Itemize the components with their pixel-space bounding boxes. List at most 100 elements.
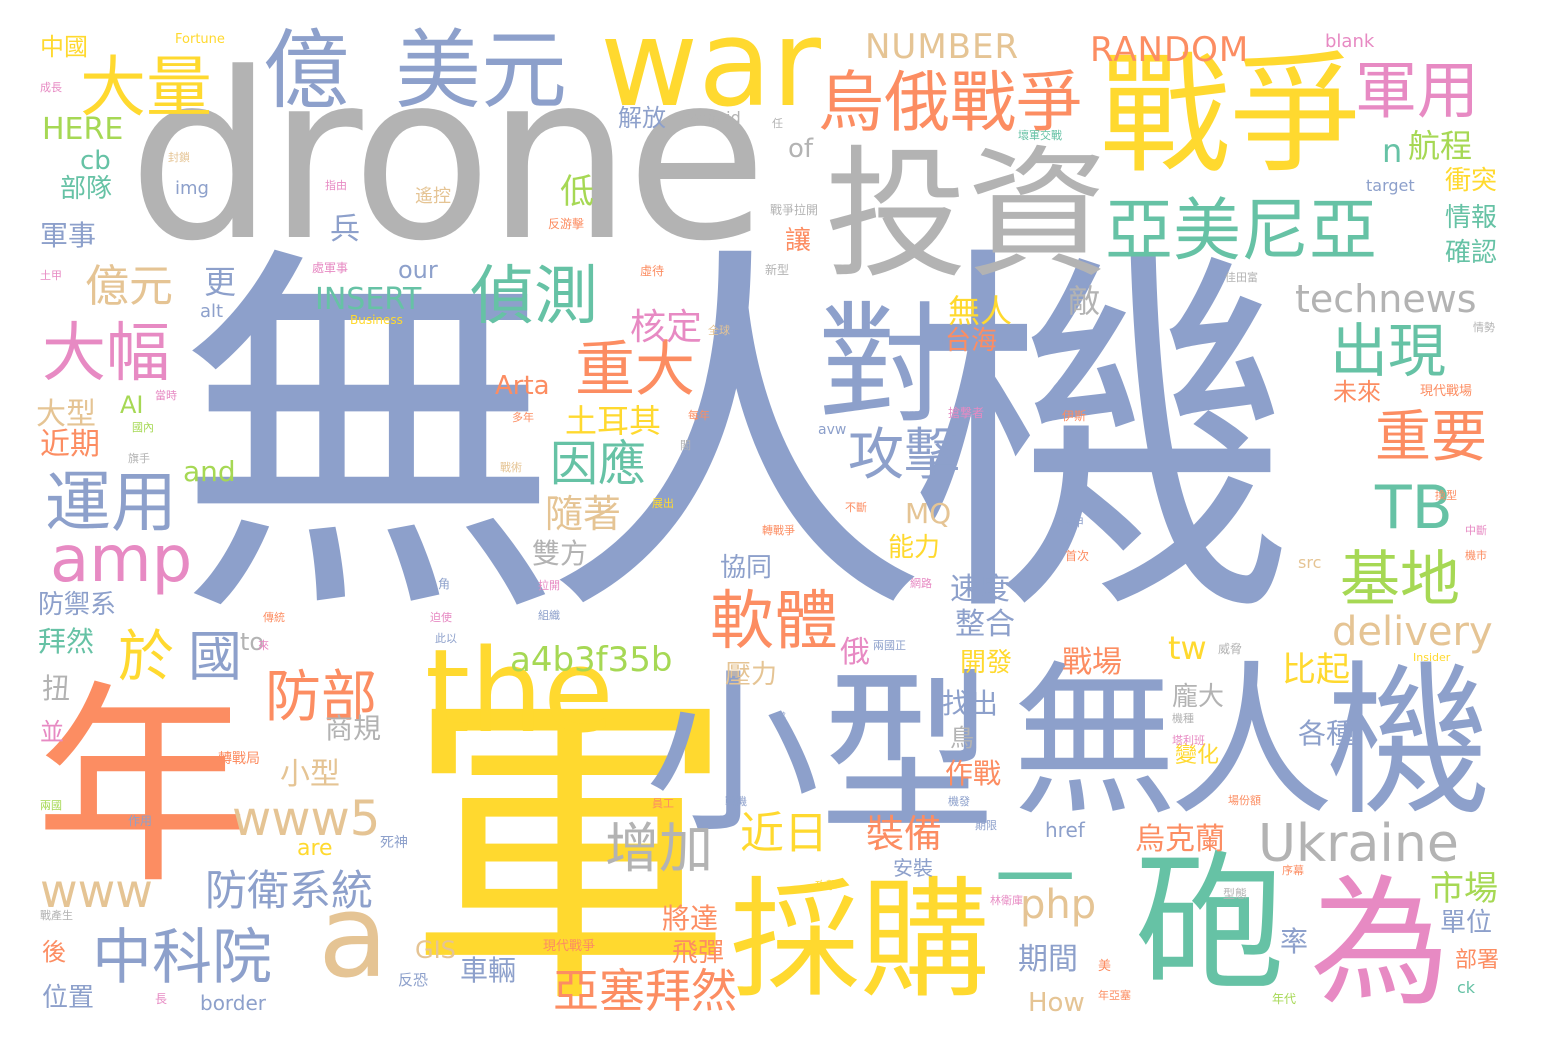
word: 中科院	[92, 923, 272, 993]
word: 亞塞拜然	[553, 964, 737, 1018]
word: drone	[128, 25, 767, 292]
word: 龐大	[1172, 682, 1225, 712]
word: 來	[258, 639, 269, 652]
word: 封鎖	[168, 151, 190, 164]
word: 防衛系統	[205, 866, 374, 915]
word: 中斷	[1465, 524, 1487, 537]
word: 新型	[765, 263, 790, 277]
word: 攻擊	[815, 879, 837, 892]
word: 並	[40, 718, 64, 746]
word: 軍事	[40, 219, 97, 252]
word: 烏克蘭	[1135, 822, 1225, 857]
word: 搶撃者	[948, 406, 985, 420]
word: Fortune	[175, 32, 225, 47]
word: How	[1028, 988, 1085, 1018]
word: 土耳其	[565, 402, 662, 440]
word: 亞美尼亞	[1105, 192, 1378, 271]
word: 全球	[708, 324, 730, 337]
word: 兩國正	[873, 639, 906, 652]
word: border	[200, 991, 267, 1015]
word: 壓力	[725, 660, 778, 690]
word: 型態	[1223, 887, 1248, 901]
word: 解放	[618, 104, 666, 132]
word: 防禦系	[38, 590, 117, 620]
word: 反游擊	[548, 217, 585, 231]
word: Arta	[495, 371, 550, 401]
word: 遙控	[415, 186, 451, 207]
word: 小型	[645, 654, 995, 857]
word: 戰場	[1062, 645, 1122, 680]
word: 低	[560, 172, 594, 212]
word: 對	[818, 289, 949, 441]
word: 此以	[435, 632, 457, 645]
word: 能力	[888, 533, 941, 563]
word: 當時	[155, 389, 177, 402]
word: alt	[200, 301, 224, 322]
word: 重大	[575, 335, 695, 405]
word: 採購	[730, 864, 991, 1016]
word: RANDOM	[1090, 30, 1250, 70]
word: 年	[35, 662, 250, 913]
word: 部隊	[60, 174, 113, 204]
word: blank	[1325, 31, 1375, 52]
word: 旗手	[128, 452, 150, 465]
word: 情報	[1445, 203, 1498, 233]
word: 位置	[42, 983, 95, 1013]
word: 反恐	[398, 971, 429, 989]
word: tw	[1168, 629, 1207, 667]
word: 首次	[1065, 549, 1090, 563]
word: 偵測	[470, 260, 598, 334]
word: 投資	[825, 133, 1109, 298]
word: MQ	[905, 497, 952, 530]
word: 換型	[1435, 489, 1457, 502]
word: 找出	[942, 687, 999, 720]
word: 將達	[662, 902, 719, 935]
word: img	[175, 178, 209, 199]
word: 轉戰局	[218, 751, 260, 767]
word: Insider	[1413, 651, 1451, 664]
word: www5	[232, 791, 381, 847]
word: 比起	[1282, 650, 1350, 690]
word: 台海	[945, 326, 998, 356]
word: 戰產生	[40, 909, 73, 922]
word: n	[1382, 132, 1403, 170]
word: 隨著	[545, 492, 622, 536]
word: 現代戰爭	[543, 939, 596, 954]
word: 未來	[1333, 378, 1381, 406]
word: 佳田富	[1225, 271, 1258, 284]
word: 鳥	[950, 724, 974, 752]
word: Ukraine	[1258, 814, 1459, 874]
word: 網路	[910, 577, 932, 590]
word: 烏俄戰爭	[818, 64, 1082, 141]
word: 國	[188, 625, 242, 688]
word: 期限	[975, 819, 997, 832]
word: 虛待	[640, 264, 665, 278]
word: 序幕	[1282, 864, 1304, 877]
word: 閣	[680, 439, 691, 452]
word: 速度	[950, 572, 1010, 607]
word: 單位	[1440, 908, 1493, 938]
word: 各種	[1298, 717, 1355, 750]
word: 核定	[630, 307, 703, 348]
word: 展出	[652, 497, 674, 510]
word: 砲	[1135, 838, 1286, 1012]
word: 伊斯	[1062, 409, 1087, 423]
word: 近期	[40, 427, 100, 462]
word: 拉開	[538, 579, 560, 592]
word: 死神	[380, 835, 408, 851]
word: 不斷	[845, 501, 867, 514]
word: 商規	[325, 712, 382, 745]
word: 裝甲	[1062, 516, 1084, 529]
word: 無人	[948, 292, 1013, 330]
word: 出現	[1330, 317, 1447, 385]
word: 無人機	[1012, 646, 1491, 838]
word: 大型	[36, 397, 96, 432]
word: 後	[42, 938, 66, 966]
word: delivery	[1332, 609, 1493, 655]
word: 小型	[280, 757, 340, 792]
word: 裝備	[866, 812, 943, 856]
word: 情勢	[1473, 321, 1495, 334]
word: war	[600, 0, 822, 134]
word: 戰機	[725, 795, 747, 808]
